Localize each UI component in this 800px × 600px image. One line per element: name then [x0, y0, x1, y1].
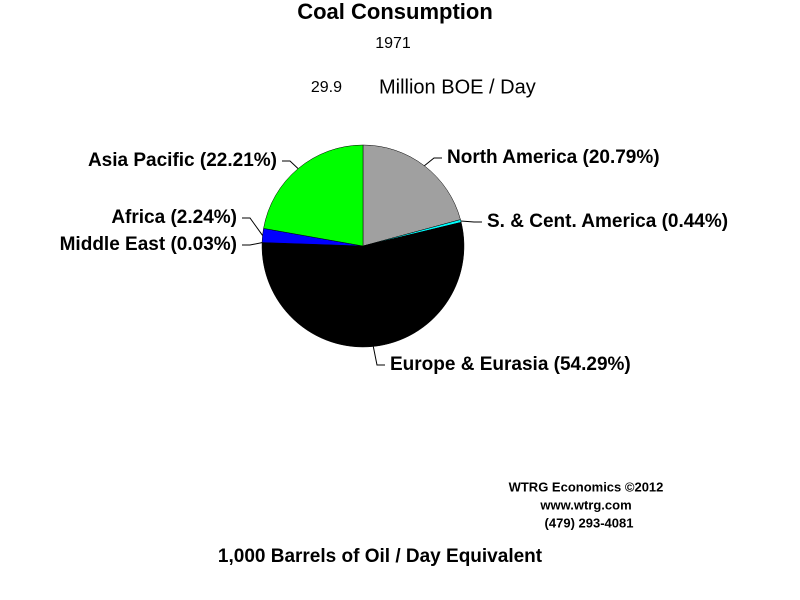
leader-line: [372, 346, 385, 366]
leader-line: [242, 217, 263, 236]
slice-label: North America (20.79%): [447, 147, 660, 168]
chart-subtitle: 1971: [375, 35, 411, 52]
total-unit: Million BOE / Day: [379, 76, 536, 98]
x-axis-label: 1,000 Barrels of Oil / Day Equivalent: [218, 546, 543, 567]
leader-line: [460, 220, 482, 223]
pie-slice: [263, 144, 364, 247]
pie-slice: [261, 221, 465, 348]
total-value: 29.9: [311, 79, 342, 96]
leader-line: [424, 157, 442, 167]
chart-title: Coal Consumption: [297, 0, 493, 24]
leader-line: [282, 160, 299, 169]
credit: (479) 293-4081: [545, 515, 634, 530]
slice-label: Africa (2.24%): [111, 207, 237, 228]
leader-line: [242, 242, 263, 246]
slice-label: Europe & Eurasia (54.29%): [390, 354, 631, 375]
slice-label: Middle East (0.03%): [60, 234, 237, 255]
credit: WTRG Economics ©2012: [509, 479, 664, 494]
slice-label: S. & Cent. America (0.44%): [487, 211, 728, 232]
slice-label: Asia Pacific (22.21%): [88, 150, 277, 171]
credit: www.wtrg.com: [539, 497, 631, 512]
